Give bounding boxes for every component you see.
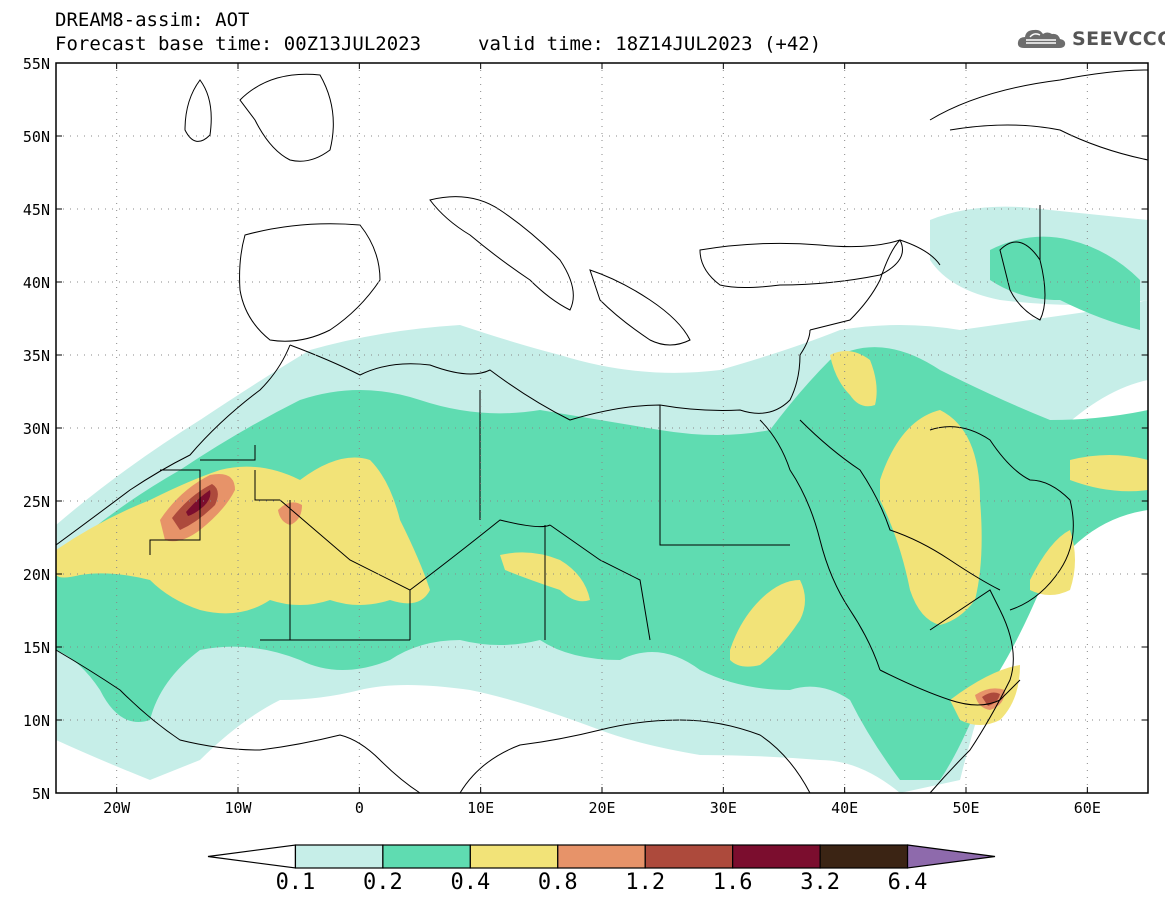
axis-ticks: 55N 50N 45N 40N 35N 30N 25N 20N 15N 10N 5N 20W 10W 0 1… <box>23 55 1148 817</box>
colorbar-label: 0.2 <box>363 870 403 895</box>
colorbar-arrow-low <box>207 844 297 869</box>
colorbar-label: 1.2 <box>625 870 666 895</box>
lon-label: 20W <box>103 799 131 817</box>
aot-band-0.4-sudan <box>730 580 805 667</box>
lon-label: 60E <box>1074 799 1101 817</box>
aot-band-0.2 <box>56 347 1148 780</box>
aot-band-0.4-arabia <box>880 410 982 625</box>
aot-band-0.2-caspian <box>990 236 1140 330</box>
aot-band-1.2-somalia <box>982 692 1000 706</box>
lat-label: 35N <box>23 347 50 365</box>
colorbar-arrow-high <box>906 844 996 869</box>
colorbar-segment <box>469 844 559 869</box>
seevccc-logo: SEEVCCC <box>1016 26 1165 52</box>
logo-text: SEEVCCC <box>1072 28 1165 50</box>
lon-label: 0 <box>355 799 364 817</box>
lon-label: 50E <box>952 799 979 817</box>
lat-label: 45N <box>23 201 50 219</box>
colorbar-segment <box>732 844 821 869</box>
lat-label: 50N <box>23 128 50 146</box>
colorbar-label: 0.8 <box>537 870 578 895</box>
lat-label: 55N <box>23 55 50 73</box>
colorbar-label: 6.4 <box>887 870 928 895</box>
lat-label: 30N <box>23 420 50 438</box>
colorbar-label: 1.6 <box>712 870 753 895</box>
valid-time: valid time: 18Z14JUL2023 (+42) <box>478 33 822 55</box>
map-title: DREAM8-assim: AOT <box>55 9 250 31</box>
colorbar-segment <box>382 844 471 869</box>
lon-label: 10E <box>467 799 494 817</box>
colorbar-label: 0.1 <box>275 870 316 895</box>
colorbar-segment <box>644 844 734 869</box>
lat-label: 10N <box>23 712 50 730</box>
lon-label: 30E <box>710 799 737 817</box>
colorbar-segment <box>557 844 646 869</box>
lat-label: 15N <box>23 639 50 657</box>
lat-label: 25N <box>23 493 50 511</box>
gridlines <box>56 63 1148 793</box>
cloud-icon <box>1017 29 1066 48</box>
coastlines-borders <box>55 69 1149 794</box>
aot-band-1.6-wsahara <box>186 490 211 516</box>
colorbar-segment <box>294 844 384 869</box>
lon-label: 10W <box>224 799 252 817</box>
aot-band-0.4-iran <box>1070 455 1148 492</box>
aot-band-0.4-iraq <box>830 351 877 407</box>
colorbar-segment <box>819 844 909 869</box>
lon-label: 40E <box>831 799 858 817</box>
lon-label: 20E <box>588 799 615 817</box>
colorbar-label: 0.4 <box>450 870 491 895</box>
forecast-base-time: Forecast base time: 00Z13JUL2023 <box>55 33 422 55</box>
lat-label: 40N <box>23 274 50 292</box>
colorbar <box>207 844 996 869</box>
colorbar-label: 3.2 <box>800 870 840 895</box>
lat-label: 20N <box>23 566 50 584</box>
lat-label: 5N <box>32 785 50 803</box>
aot-band-0.4-oman <box>1030 530 1075 595</box>
